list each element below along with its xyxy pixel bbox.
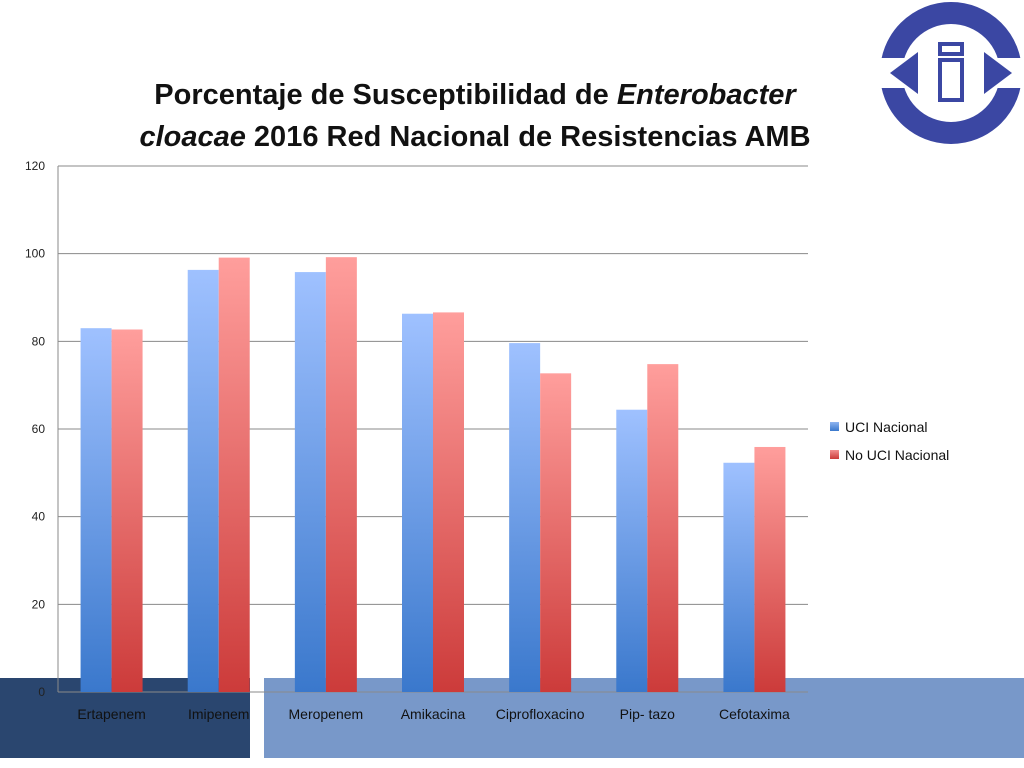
- title-italic-genus: Enterobacter: [616, 79, 796, 111]
- legend-swatch: [830, 450, 839, 459]
- legend-label: UCI Nacional: [845, 419, 927, 435]
- bar-uci: [187, 269, 219, 692]
- bar-no-uci: [754, 446, 786, 692]
- x-category-label: Amikacina: [401, 706, 466, 722]
- title-part1: Porcentaje de Susceptibilidad de: [154, 79, 617, 111]
- x-category-label: Pip- tazo: [620, 706, 675, 722]
- x-category-label: Imipenem: [188, 706, 249, 722]
- title-italic-species: cloacae: [139, 121, 246, 153]
- x-category-label: Cefotaxima: [719, 706, 790, 722]
- bar-no-uci: [218, 257, 250, 692]
- bar-no-uci: [647, 364, 679, 692]
- y-tick-label: 80: [32, 334, 46, 348]
- bar-uci: [402, 313, 433, 692]
- legend-label: No UCI Nacional: [845, 447, 949, 463]
- y-tick-label: 120: [25, 159, 45, 173]
- slide-title: Porcentaje de Susceptibilidad de Enterob…: [110, 74, 840, 158]
- legend-swatch: [830, 422, 839, 431]
- x-category-label: Meropenem: [289, 706, 364, 722]
- imss-style-logo-icon: [880, 2, 1022, 144]
- bar-uci: [294, 272, 326, 692]
- y-tick-label: 40: [32, 510, 46, 524]
- y-tick-label: 0: [38, 685, 45, 699]
- x-category-label: Ciprofloxacino: [496, 706, 585, 722]
- title-part2: 2016 Red Nacional de Resistencias AMB: [245, 121, 811, 153]
- x-category-label: Ertapenem: [77, 706, 145, 722]
- bar-uci: [616, 409, 648, 692]
- y-tick-label: 60: [32, 422, 46, 436]
- bar-no-uci: [433, 312, 464, 692]
- bar-no-uci: [540, 373, 572, 692]
- bar-uci: [723, 462, 755, 692]
- bar-uci: [80, 328, 112, 692]
- bar-no-uci: [111, 329, 143, 692]
- y-tick-label: 100: [25, 247, 45, 261]
- y-tick-label: 20: [32, 597, 46, 611]
- bar-no-uci: [325, 257, 357, 692]
- bar-uci: [509, 343, 541, 692]
